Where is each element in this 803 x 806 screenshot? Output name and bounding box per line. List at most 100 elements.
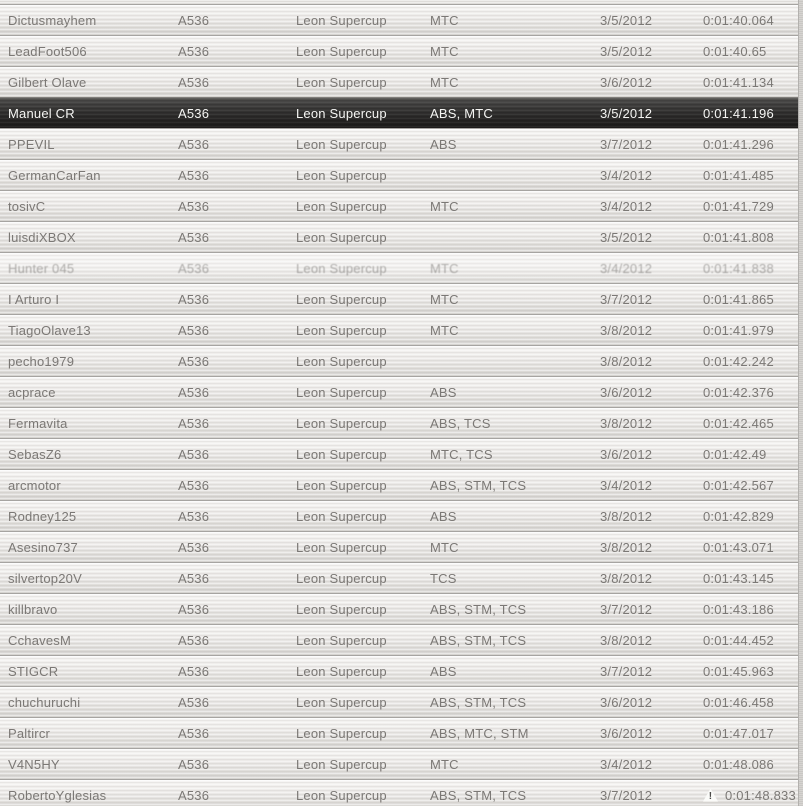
leaderboard-row[interactable]: killbravo A536 Leon Supercup ABS, STM, T… — [0, 593, 803, 624]
scrollbar-track[interactable] — [798, 0, 803, 806]
leaderboard-row[interactable]: LeadFoot506 A536 Leon Supercup MTC 3/5/2… — [0, 35, 803, 66]
player-name-cell: tosivC — [8, 198, 46, 214]
leaderboard-row[interactable]: Gilbert Olave A536 Leon Supercup MTC 3/6… — [0, 66, 803, 97]
leaderboard-row[interactable]: RobertoYglesias A536 Leon Supercup ABS, … — [0, 779, 803, 806]
leaderboard-row[interactable]: CchavesM A536 Leon Supercup ABS, STM, TC… — [0, 624, 803, 655]
player-name-cell: Dictusmayhem — [8, 12, 97, 28]
date-cell: 3/5/2012 — [600, 43, 653, 59]
time-cell: 0:01:40.65 — [703, 44, 803, 59]
car-class-cell: A536 — [178, 663, 210, 679]
player-name-cell: Manuel CR — [8, 105, 75, 121]
leaderboard-row[interactable]: acprace A536 Leon Supercup ABS 3/6/2012 … — [0, 376, 803, 407]
car-class-cell: A536 — [178, 43, 210, 59]
leaderboard-row[interactable]: Dictusmayhem A536 Leon Supercup MTC 3/5/… — [0, 4, 803, 35]
time-cell: 0:01:41.979 — [703, 323, 803, 338]
time-text: 0:01:41.296 — [703, 136, 774, 152]
leaderboard-row[interactable]: V4N5HY A536 Leon Supercup MTC 3/4/2012 0… — [0, 748, 803, 779]
leaderboard-row[interactable]: chuchuruchi A536 Leon Supercup ABS, STM,… — [0, 686, 803, 717]
car-class-cell: A536 — [178, 508, 210, 524]
row-cells: RobertoYglesias A536 Leon Supercup ABS, … — [0, 780, 803, 806]
row-cells: I Arturo I A536 Leon Supercup MTC 3/7/20… — [0, 284, 803, 314]
aids-cell: ABS, STM, TCS — [430, 477, 527, 493]
time-cell: 0:01:41.808 — [703, 230, 803, 245]
leaderboard-row[interactable]: Hunter 045 A536 Leon Supercup MTC 3/4/20… — [0, 252, 803, 283]
series-cell: Leon Supercup — [296, 725, 387, 741]
series-cell: Leon Supercup — [296, 508, 387, 524]
leaderboard-row[interactable]: SebasZ6 A536 Leon Supercup MTC, TCS 3/6/… — [0, 438, 803, 469]
row-cells: GermanCarFan A536 Leon Supercup 3/4/2012… — [0, 160, 803, 190]
car-class-cell: A536 — [178, 787, 210, 803]
leaderboard-row[interactable]: Asesino737 A536 Leon Supercup MTC 3/8/20… — [0, 531, 803, 562]
time-cell: 0:01:44.452 — [703, 633, 803, 648]
time-text: 0:01:42.829 — [703, 508, 774, 524]
series-cell: Leon Supercup — [296, 43, 387, 59]
car-class-cell: A536 — [178, 105, 210, 121]
time-cell: 0:01:46.458 — [703, 695, 803, 710]
row-cells: arcmotor A536 Leon Supercup ABS, STM, TC… — [0, 470, 803, 500]
series-cell: Leon Supercup — [296, 539, 387, 555]
player-name-cell: CchavesM — [8, 632, 72, 648]
series-cell: Leon Supercup — [296, 570, 387, 586]
time-text: 0:01:41.196 — [703, 105, 774, 121]
partial-row-top — [0, 0, 803, 4]
date-cell: 3/6/2012 — [600, 694, 653, 710]
leaderboard-row[interactable]: luisdiXBOX A536 Leon Supercup 3/5/2012 0… — [0, 221, 803, 252]
leaderboard-row[interactable]: STIGCR A536 Leon Supercup ABS 3/7/2012 0… — [0, 655, 803, 686]
series-cell: Leon Supercup — [296, 694, 387, 710]
date-cell: 3/6/2012 — [600, 725, 653, 741]
time-cell: 0:01:41.838 — [703, 261, 803, 276]
aids-cell: ABS, MTC — [430, 105, 493, 121]
leaderboard-row[interactable]: tosivC A536 Leon Supercup MTC 3/4/2012 0… — [0, 190, 803, 221]
time-cell: 0:01:45.963 — [703, 664, 803, 679]
player-name-cell: RobertoYglesias — [8, 787, 107, 803]
date-cell: 3/8/2012 — [600, 415, 653, 431]
leaderboard-row[interactable]: Paltircr A536 Leon Supercup ABS, MTC, ST… — [0, 717, 803, 748]
player-name-cell: killbravo — [8, 601, 58, 617]
series-cell: Leon Supercup — [296, 446, 387, 462]
date-cell: 3/7/2012 — [600, 663, 653, 679]
series-cell: Leon Supercup — [296, 322, 387, 338]
leaderboard-row[interactable]: TiagoOlave13 A536 Leon Supercup MTC 3/8/… — [0, 314, 803, 345]
car-class-cell: A536 — [178, 229, 210, 245]
row-cells: Dictusmayhem A536 Leon Supercup MTC 3/5/… — [0, 5, 803, 35]
leaderboard-rows: Dictusmayhem A536 Leon Supercup MTC 3/5/… — [0, 4, 803, 806]
date-cell: 3/4/2012 — [600, 198, 653, 214]
leaderboard-row[interactable]: Rodney125 A536 Leon Supercup ABS 3/8/201… — [0, 500, 803, 531]
row-cells: Asesino737 A536 Leon Supercup MTC 3/8/20… — [0, 532, 803, 562]
car-class-cell: A536 — [178, 694, 210, 710]
date-cell: 3/8/2012 — [600, 539, 653, 555]
series-cell: Leon Supercup — [296, 229, 387, 245]
car-class-cell: A536 — [178, 570, 210, 586]
player-name-cell: luisdiXBOX — [8, 229, 76, 245]
leaderboard-row[interactable]: PPEVIL A536 Leon Supercup ABS 3/7/2012 0… — [0, 128, 803, 159]
player-name-cell: arcmotor — [8, 477, 61, 493]
car-class-cell: A536 — [178, 415, 210, 431]
aids-cell: ABS, STM, TCS — [430, 632, 527, 648]
time-text: 0:01:41.485 — [703, 167, 774, 183]
row-cells: Manuel CR A536 Leon Supercup ABS, MTC 3/… — [0, 98, 803, 128]
leaderboard-row[interactable]: GermanCarFan A536 Leon Supercup 3/4/2012… — [0, 159, 803, 190]
row-cells: acprace A536 Leon Supercup ABS 3/6/2012 … — [0, 377, 803, 407]
car-class-cell: A536 — [178, 446, 210, 462]
leaderboard-row[interactable]: I Arturo I A536 Leon Supercup MTC 3/7/20… — [0, 283, 803, 314]
row-cells: LeadFoot506 A536 Leon Supercup MTC 3/5/2… — [0, 36, 803, 66]
leaderboard-row[interactable]: Manuel CR A536 Leon Supercup ABS, MTC 3/… — [0, 97, 803, 128]
time-text: 0:01:48.086 — [703, 756, 774, 772]
car-class-cell: A536 — [178, 167, 210, 183]
aids-cell: ABS, STM, TCS — [430, 601, 527, 617]
leaderboard-row[interactable]: pecho1979 A536 Leon Supercup 3/8/2012 0:… — [0, 345, 803, 376]
time-text: 0:01:40.65 — [703, 43, 767, 59]
aids-cell: MTC — [430, 756, 459, 772]
leaderboard-row[interactable]: arcmotor A536 Leon Supercup ABS, STM, TC… — [0, 469, 803, 500]
series-cell: Leon Supercup — [296, 291, 387, 307]
series-cell: Leon Supercup — [296, 353, 387, 369]
leaderboard-row[interactable]: silvertop20V A536 Leon Supercup TCS 3/8/… — [0, 562, 803, 593]
time-text: 0:01:42.465 — [703, 415, 774, 431]
series-cell: Leon Supercup — [296, 601, 387, 617]
leaderboard-row[interactable]: Fermavita A536 Leon Supercup ABS, TCS 3/… — [0, 407, 803, 438]
row-cells: silvertop20V A536 Leon Supercup TCS 3/8/… — [0, 563, 803, 593]
time-text: 0:01:45.963 — [703, 663, 774, 679]
date-cell: 3/4/2012 — [600, 756, 653, 772]
time-cell: 0:01:41.134 — [703, 75, 803, 90]
series-cell: Leon Supercup — [296, 384, 387, 400]
